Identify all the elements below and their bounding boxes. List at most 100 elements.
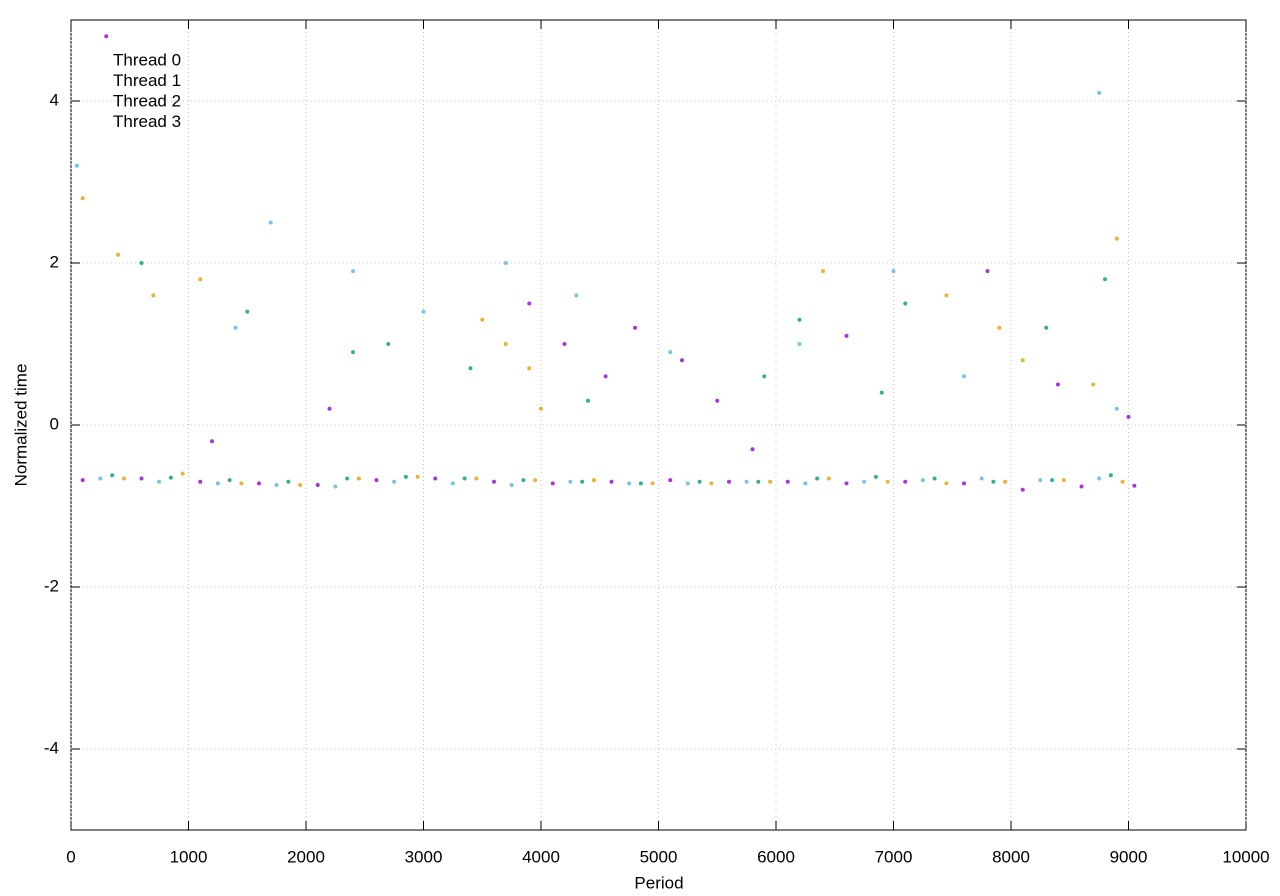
y-tick-label: -2 (44, 576, 59, 595)
data-point (785, 479, 790, 484)
y-tick-label: 2 (50, 252, 59, 271)
data-point (744, 479, 749, 484)
data-point (356, 476, 361, 481)
data-point (327, 406, 332, 411)
x-tick-label: 9000 (1110, 847, 1148, 866)
data-point (550, 481, 555, 486)
data-point (797, 342, 802, 346)
data-point (168, 475, 173, 480)
legend-label: Thread 2 (113, 91, 181, 110)
data-point (1097, 476, 1102, 481)
data-point (803, 481, 808, 486)
data-point (480, 317, 485, 322)
data-point (157, 479, 162, 484)
data-point (891, 269, 896, 274)
data-point (580, 479, 585, 484)
data-point (468, 366, 473, 371)
data-point (1108, 473, 1113, 478)
x-tick-label: 5000 (640, 847, 678, 866)
data-point (345, 476, 350, 481)
data-point (1114, 236, 1119, 241)
x-tick-label: 8000 (992, 847, 1030, 866)
data-point (509, 482, 514, 487)
data-point (527, 366, 532, 371)
data-point (873, 474, 878, 479)
data-point (680, 358, 684, 363)
data-point (650, 481, 655, 486)
data-point (944, 293, 949, 298)
data-point (462, 476, 467, 481)
data-point (80, 196, 85, 201)
x-tick-label: 4000 (522, 847, 560, 866)
y-tick-label: 4 (50, 90, 59, 109)
data-point (227, 478, 232, 483)
data-point (421, 309, 426, 314)
data-point (603, 374, 608, 379)
data-point (1050, 478, 1055, 483)
data-point (879, 390, 884, 395)
data-point (768, 479, 773, 484)
data-point (627, 481, 632, 486)
data-point (1003, 479, 1008, 484)
data-point (151, 293, 156, 298)
data-point (210, 439, 214, 444)
y-axis-label: Normalized time (11, 364, 30, 487)
x-axis-label: Period (634, 873, 683, 892)
data-point (586, 398, 590, 403)
data-point (539, 406, 543, 411)
data-point (1061, 478, 1066, 483)
data-point (962, 374, 966, 379)
data-point (862, 479, 867, 484)
data-point (638, 481, 643, 486)
data-point (180, 471, 185, 476)
data-point (1020, 487, 1025, 492)
data-point (351, 350, 355, 355)
data-point (98, 476, 103, 481)
data-point (903, 301, 908, 306)
data-point (80, 478, 85, 483)
data-point (762, 374, 767, 379)
data-point (903, 479, 908, 484)
data-point (198, 277, 203, 282)
data-point (1114, 406, 1119, 411)
data-point (944, 481, 949, 486)
data-point (1038, 478, 1043, 483)
y-tick-label: 0 (50, 414, 59, 433)
data-point (750, 447, 755, 452)
data-point (104, 34, 109, 39)
data-point (633, 325, 637, 330)
data-point (503, 342, 508, 346)
data-point (1020, 358, 1025, 363)
data-point (139, 261, 144, 265)
data-point (1091, 382, 1096, 387)
legend-label: Thread 0 (113, 50, 181, 69)
legend-label: Thread 3 (113, 112, 181, 131)
data-point (433, 476, 438, 481)
data-point (198, 479, 203, 484)
data-point (815, 476, 820, 481)
data-point (245, 309, 250, 314)
data-point (74, 163, 79, 168)
data-point (668, 478, 673, 483)
data-point (562, 342, 567, 346)
data-point (844, 333, 849, 338)
data-point (685, 481, 690, 486)
data-point (991, 479, 996, 484)
x-tick-label: 7000 (875, 847, 913, 866)
data-point (1056, 382, 1060, 387)
data-point (715, 398, 720, 403)
data-point (1044, 325, 1049, 330)
data-point (403, 474, 408, 479)
data-point (315, 482, 320, 487)
x-tick-label: 3000 (405, 847, 443, 866)
data-point (239, 481, 244, 486)
data-point (932, 476, 937, 481)
data-point (450, 481, 455, 486)
data-point (374, 478, 379, 483)
data-point (844, 481, 849, 486)
data-point (215, 481, 220, 486)
data-point (139, 476, 144, 481)
data-point (697, 479, 702, 484)
data-point (962, 481, 966, 486)
